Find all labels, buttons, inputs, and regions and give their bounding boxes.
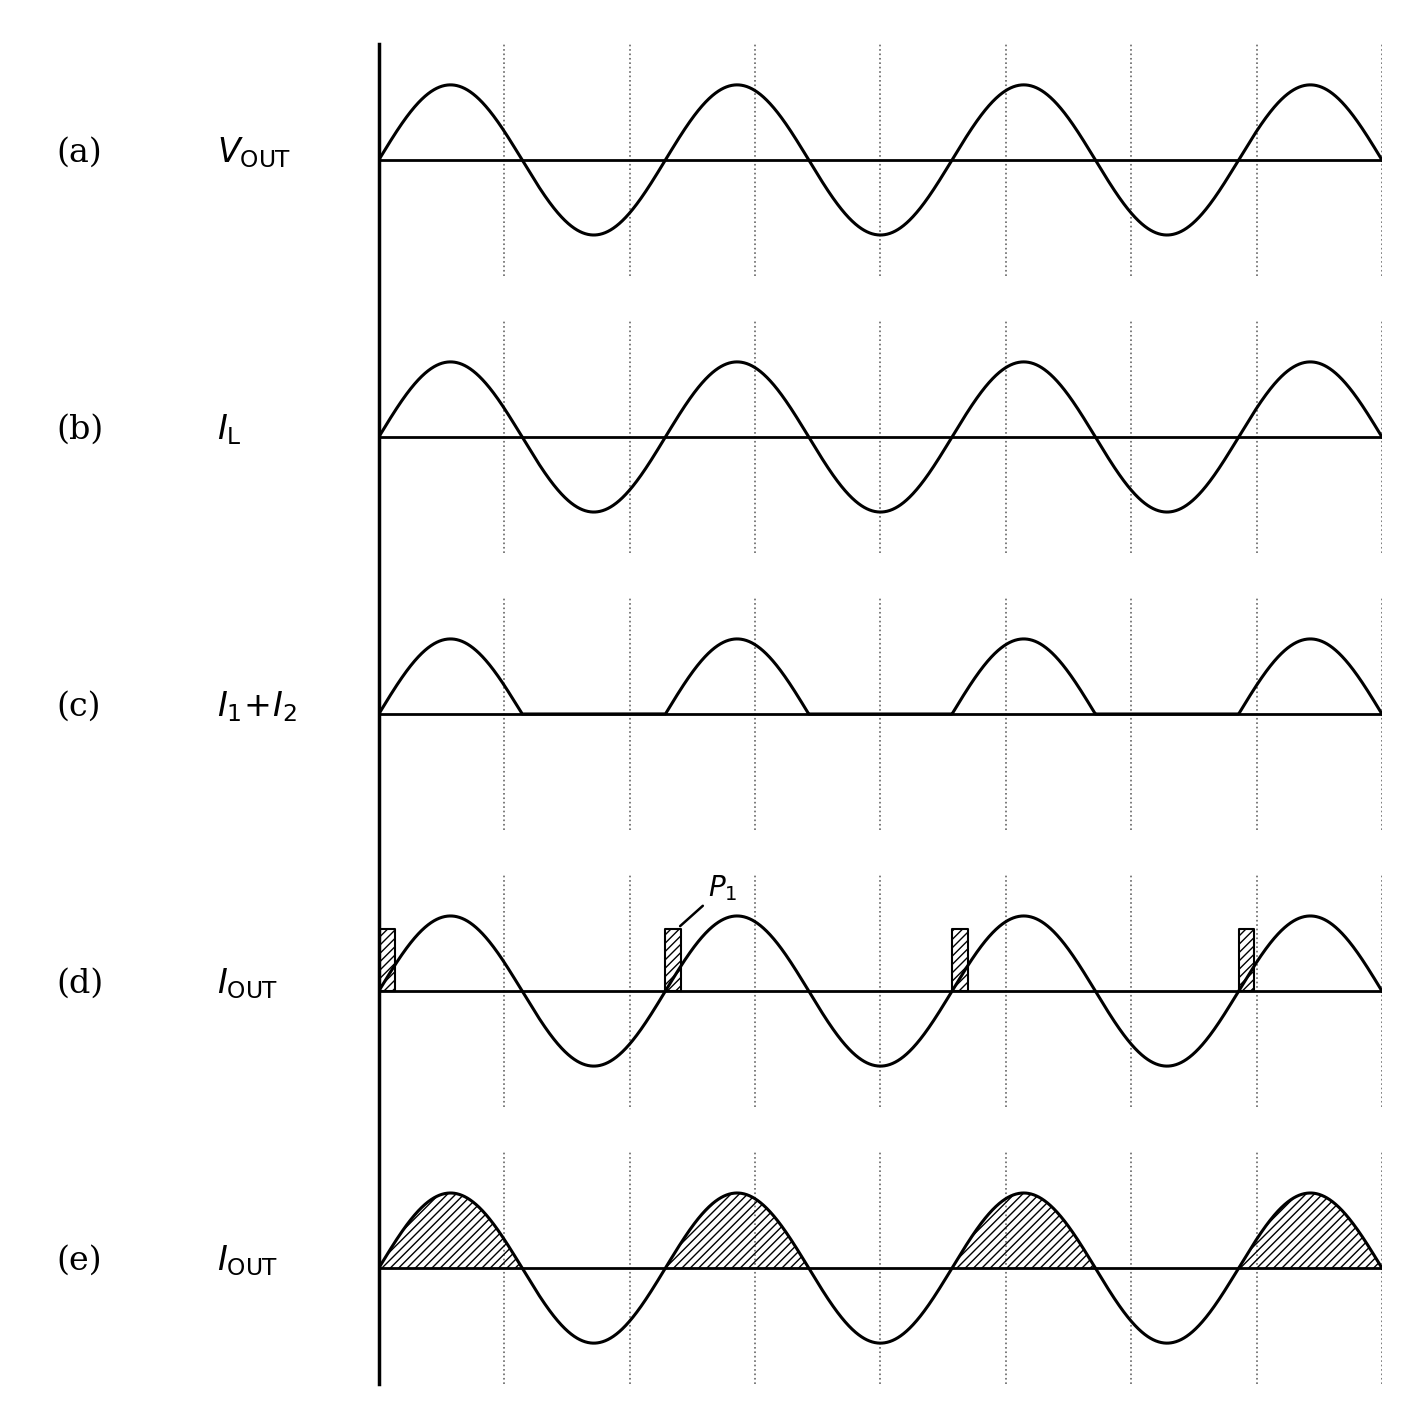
- Text: $I_{\rm OUT}$: $I_{\rm OUT}$: [217, 967, 279, 1001]
- Text: (d): (d): [56, 968, 104, 1000]
- Text: (b): (b): [56, 414, 104, 446]
- Text: (e): (e): [56, 1245, 102, 1277]
- Text: $I_1\!+\!I_2$: $I_1\!+\!I_2$: [217, 690, 297, 724]
- Text: (a): (a): [56, 137, 102, 169]
- Text: $I_{\rm OUT}$: $I_{\rm OUT}$: [217, 1244, 279, 1278]
- Text: $I_{\rm L}$: $I_{\rm L}$: [217, 413, 243, 447]
- Text: $V_{\rm OUT}$: $V_{\rm OUT}$: [217, 136, 292, 170]
- Text: $P_1$: $P_1$: [680, 874, 737, 927]
- Text: (c): (c): [56, 691, 101, 723]
